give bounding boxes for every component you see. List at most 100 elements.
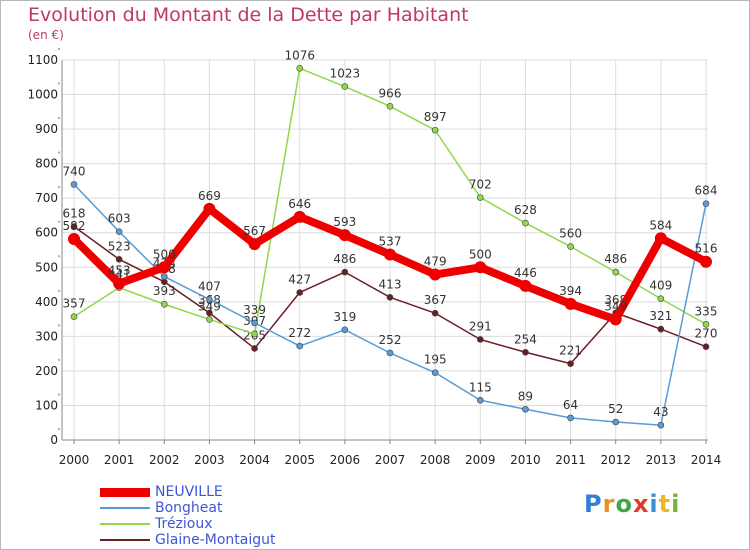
y-tick-label: 100 xyxy=(35,398,58,412)
proxiti-logo: Proxiti xyxy=(584,490,680,518)
data-point-trezioux xyxy=(657,295,665,303)
data-point-glaine-montaigut xyxy=(115,256,123,263)
data-point-bongheat xyxy=(251,319,258,327)
data-point-trezioux xyxy=(431,126,439,134)
data-point-glaine-montaigut xyxy=(206,309,213,317)
data-point-bongheat xyxy=(431,369,439,376)
chart-legend: NEUVILLE Bongheat Trézioux Glaine-Montaigut xyxy=(100,484,340,548)
x-tick-label: 2008 xyxy=(420,453,451,467)
data-label-glaine-montaigut: 291 xyxy=(469,319,492,333)
data-label-bongheat: 52 xyxy=(608,402,623,416)
data-label-bongheat: 115 xyxy=(469,380,492,394)
data-label-trezioux: 1023 xyxy=(330,67,361,81)
data-point-glaine-montaigut xyxy=(567,360,574,367)
data-label-glaine-montaigut: 367 xyxy=(424,293,447,307)
data-label-bongheat: 319 xyxy=(333,310,356,324)
data-label-trezioux: 486 xyxy=(604,252,627,266)
legend-label: Trézioux xyxy=(155,516,213,532)
logo-letter: o xyxy=(615,490,633,518)
data-point-bongheat xyxy=(296,342,304,350)
data-label-trezioux: 393 xyxy=(153,284,176,298)
data-label-neuville: 394 xyxy=(559,284,582,298)
data-label-neuville: 582 xyxy=(63,219,86,233)
data-point-glaine-montaigut xyxy=(251,345,258,352)
data-label-neuville: 567 xyxy=(243,224,266,238)
legend-label: NEUVILLE xyxy=(155,484,223,500)
data-label-glaine-montaigut: 221 xyxy=(559,344,582,358)
data-label-bongheat: 684 xyxy=(695,184,718,198)
data-label-glaine-montaigut: 321 xyxy=(649,309,672,323)
x-tick-label: 2006 xyxy=(330,453,361,467)
y-tick-label: 200 xyxy=(35,364,58,378)
data-label-bongheat: 740 xyxy=(63,164,86,178)
data-label-trezioux: 966 xyxy=(379,86,402,100)
logo-letter: i xyxy=(649,490,659,518)
y-tick-label: 800 xyxy=(35,157,58,171)
data-label-glaine-montaigut: 427 xyxy=(288,272,311,286)
legend-swatch xyxy=(100,523,150,525)
data-point-neuville xyxy=(158,261,171,274)
data-label-neuville: 453 xyxy=(108,264,131,278)
data-label-neuville: 500 xyxy=(469,247,492,261)
data-label-bongheat: 272 xyxy=(288,326,311,340)
x-tick-label: 2013 xyxy=(646,453,677,467)
logo-letter: P xyxy=(584,490,603,518)
logo-letter: r xyxy=(602,490,616,518)
x-tick-label: 2009 xyxy=(465,453,496,467)
data-point-neuville xyxy=(384,248,396,261)
data-point-neuville xyxy=(564,297,577,310)
data-label-glaine-montaigut: 618 xyxy=(63,207,86,221)
data-point-glaine-montaigut xyxy=(386,294,394,301)
legend-item: Bongheat xyxy=(100,500,340,516)
data-point-trezioux xyxy=(522,219,529,227)
data-point-glaine-montaigut xyxy=(296,289,304,296)
data-point-glaine-montaigut xyxy=(702,343,710,351)
data-point-neuville xyxy=(203,202,216,215)
data-label-bongheat: 339 xyxy=(243,303,266,317)
x-tick-label: 2011 xyxy=(555,453,586,467)
x-tick-label: 2000 xyxy=(59,453,90,467)
data-label-trezioux: 628 xyxy=(514,203,537,217)
legend-swatch xyxy=(100,507,150,509)
data-point-trezioux xyxy=(702,320,710,328)
data-point-neuville xyxy=(338,229,351,242)
data-point-trezioux xyxy=(160,300,168,308)
data-label-neuville: 584 xyxy=(649,218,672,232)
data-point-bongheat xyxy=(70,181,78,188)
x-tick-label: 2002 xyxy=(149,453,180,467)
data-label-trezioux: 357 xyxy=(63,297,86,311)
logo-letter: t xyxy=(658,490,672,518)
data-point-glaine-montaigut xyxy=(522,348,529,356)
data-label-neuville: 669 xyxy=(198,189,221,203)
legend-item: Glaine-Montaigut xyxy=(100,532,340,548)
data-point-bongheat xyxy=(160,273,168,280)
data-point-trezioux xyxy=(341,83,349,90)
data-point-glaine-montaigut xyxy=(476,336,484,343)
data-label-glaine-montaigut: 523 xyxy=(108,239,131,253)
chart-title: Evolution du Montant de la Dette par Hab… xyxy=(28,4,469,26)
data-label-trezioux: 897 xyxy=(424,110,447,124)
data-point-bongheat xyxy=(567,414,574,422)
x-tick-label: 2007 xyxy=(375,453,406,467)
data-point-trezioux xyxy=(296,64,304,72)
data-label-neuville: 516 xyxy=(695,242,718,256)
data-label-bongheat: 64 xyxy=(563,398,578,412)
data-point-neuville xyxy=(519,279,532,292)
data-point-trezioux xyxy=(251,330,258,338)
data-label-trezioux: 560 xyxy=(559,227,582,241)
legend-swatch xyxy=(100,539,150,541)
data-label-bongheat: 407 xyxy=(198,279,221,293)
data-point-trezioux xyxy=(612,268,620,276)
data-point-glaine-montaigut xyxy=(341,268,349,276)
data-label-glaine-montaigut: 413 xyxy=(379,277,402,291)
y-tick-label: 1000 xyxy=(27,88,58,102)
data-point-trezioux xyxy=(567,243,574,250)
data-label-trezioux: 335 xyxy=(695,304,718,318)
y-tick-label: 900 xyxy=(35,122,58,136)
data-point-trezioux xyxy=(476,194,484,201)
logo-letter: i xyxy=(671,490,681,518)
data-point-bongheat xyxy=(341,326,349,334)
x-tick-label: 2010 xyxy=(510,453,541,467)
data-point-glaine-montaigut xyxy=(70,223,78,230)
